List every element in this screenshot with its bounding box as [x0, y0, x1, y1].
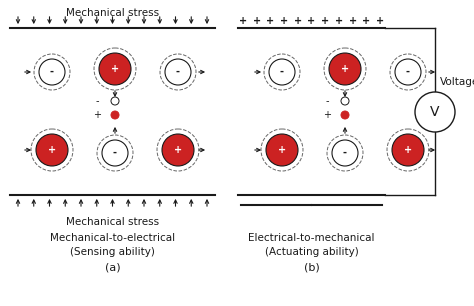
Text: +: +	[341, 64, 349, 74]
Circle shape	[392, 134, 424, 166]
Text: +: +	[404, 145, 412, 155]
Text: +: +	[93, 110, 101, 120]
Text: +: +	[321, 16, 329, 26]
Circle shape	[39, 59, 65, 85]
Circle shape	[36, 134, 68, 166]
Circle shape	[99, 53, 131, 85]
Text: Mechanical stress: Mechanical stress	[66, 217, 159, 227]
Text: +: +	[278, 145, 286, 155]
Text: -: -	[343, 148, 347, 158]
Text: +: +	[48, 145, 56, 155]
Circle shape	[332, 140, 358, 166]
Text: +: +	[266, 16, 274, 26]
Text: +: +	[239, 16, 247, 26]
Text: -: -	[176, 67, 180, 77]
Text: (Sensing ability): (Sensing ability)	[70, 247, 155, 257]
Text: -: -	[50, 67, 54, 77]
Circle shape	[395, 59, 421, 85]
Text: Mechanical-to-electrical: Mechanical-to-electrical	[50, 233, 175, 243]
Text: +: +	[253, 16, 261, 26]
Text: +: +	[280, 16, 288, 26]
Text: +: +	[111, 64, 119, 74]
Text: +: +	[308, 16, 316, 26]
Text: (a): (a)	[105, 262, 120, 272]
Circle shape	[162, 134, 194, 166]
Text: +: +	[335, 16, 343, 26]
Circle shape	[111, 111, 119, 119]
Circle shape	[111, 97, 119, 105]
Text: -: -	[406, 67, 410, 77]
Text: -: -	[280, 67, 284, 77]
Text: +: +	[323, 110, 331, 120]
Text: (Actuating ability): (Actuating ability)	[264, 247, 358, 257]
Circle shape	[341, 97, 349, 105]
Text: +: +	[348, 16, 356, 26]
Circle shape	[269, 59, 295, 85]
Circle shape	[329, 53, 361, 85]
Circle shape	[341, 111, 349, 119]
Text: +: +	[376, 16, 384, 26]
Text: V: V	[430, 105, 440, 119]
Text: -: -	[95, 96, 99, 106]
Text: +: +	[174, 145, 182, 155]
Text: Mechanical stress: Mechanical stress	[66, 8, 159, 18]
Circle shape	[266, 134, 298, 166]
Circle shape	[102, 140, 128, 166]
Circle shape	[415, 92, 455, 132]
Text: Voltage: Voltage	[440, 77, 474, 87]
Text: -: -	[113, 148, 117, 158]
Text: (b): (b)	[304, 262, 319, 272]
Text: +: +	[294, 16, 302, 26]
Circle shape	[165, 59, 191, 85]
Text: +: +	[362, 16, 370, 26]
Text: Electrical-to-mechanical: Electrical-to-mechanical	[248, 233, 375, 243]
Text: -: -	[325, 96, 329, 106]
